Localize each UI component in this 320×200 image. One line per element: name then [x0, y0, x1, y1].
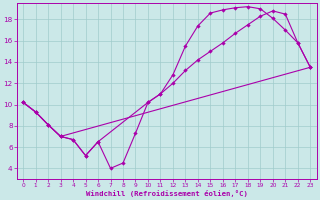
X-axis label: Windchill (Refroidissement éolien,°C): Windchill (Refroidissement éolien,°C) — [86, 190, 248, 197]
